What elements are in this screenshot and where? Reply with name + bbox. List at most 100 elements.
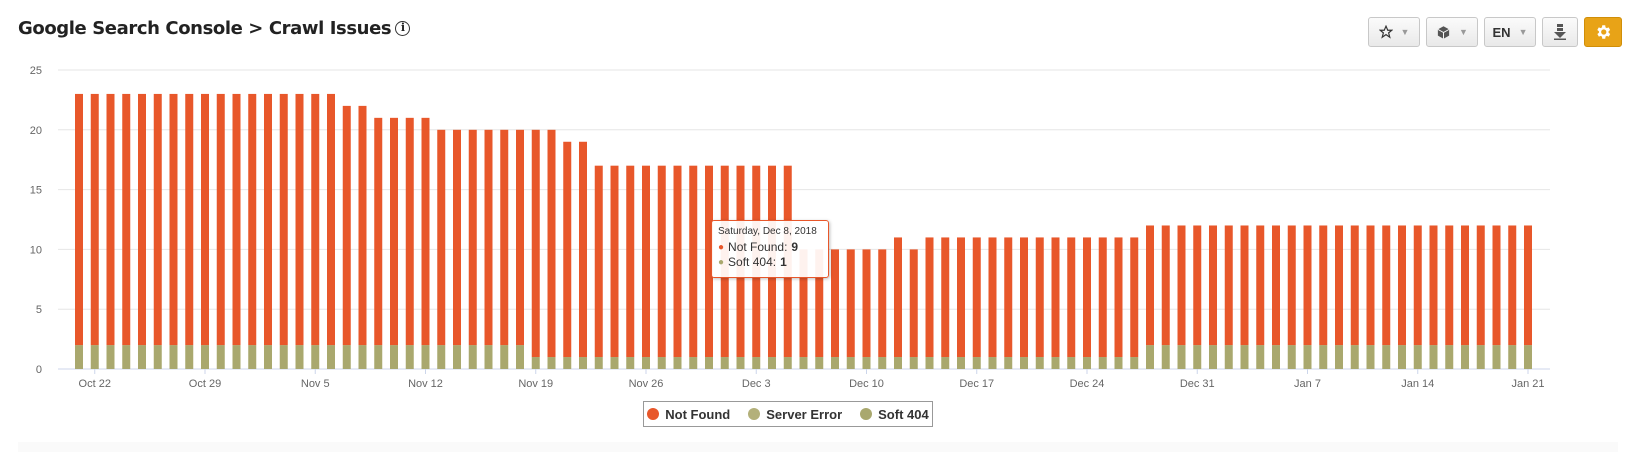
bar-segment-not-found[interactable] (1035, 237, 1044, 358)
bar-segment-soft-404[interactable] (894, 357, 902, 369)
bar-segment-not-found[interactable] (106, 93, 115, 346)
bar-segment-soft-404[interactable] (1272, 345, 1280, 369)
bar-segment-soft-404[interactable] (185, 345, 194, 369)
bar-segment-not-found[interactable] (232, 93, 241, 346)
bar-segment-not-found[interactable] (957, 237, 965, 358)
bar-segment-soft-404[interactable] (1224, 345, 1233, 369)
bar-segment-soft-404[interactable] (1476, 345, 1485, 369)
bar-segment-soft-404[interactable] (1429, 345, 1438, 369)
bar-segment-soft-404[interactable] (1256, 345, 1265, 369)
bar-segment-soft-404[interactable] (768, 357, 776, 369)
bar-segment-not-found[interactable] (1130, 237, 1139, 358)
bar-segment-not-found[interactable] (138, 93, 146, 346)
bar-segment-not-found[interactable] (531, 129, 540, 358)
bar-segment-not-found[interactable] (1051, 237, 1060, 358)
bar-segment-not-found[interactable] (594, 165, 603, 358)
bar-segment-soft-404[interactable] (358, 345, 367, 369)
bar-segment-not-found[interactable] (831, 249, 839, 358)
bar-segment-soft-404[interactable] (925, 357, 934, 369)
bar-segment-not-found[interactable] (248, 93, 257, 346)
bar-segment-soft-404[interactable] (1413, 345, 1422, 369)
bar-segment-soft-404[interactable] (531, 357, 540, 369)
bar-segment-not-found[interactable] (1398, 225, 1406, 346)
legend-item-server-error[interactable]: Server Error (748, 407, 842, 422)
bar-segment-soft-404[interactable] (642, 357, 650, 369)
bar-segment-soft-404[interactable] (216, 345, 225, 369)
bar-segment-not-found[interactable] (201, 93, 209, 346)
bar-segment-not-found[interactable] (799, 249, 808, 358)
bar-segment-soft-404[interactable] (1209, 345, 1217, 369)
bar-segment-soft-404[interactable] (846, 357, 855, 369)
bar-segment-soft-404[interactable] (736, 357, 745, 369)
bar-segment-not-found[interactable] (90, 93, 99, 346)
bar-segment-not-found[interactable] (673, 165, 682, 358)
bar-segment-not-found[interactable] (972, 237, 981, 358)
bar-segment-soft-404[interactable] (1098, 357, 1107, 369)
bar-segment-not-found[interactable] (1098, 237, 1107, 358)
bar-segment-soft-404[interactable] (1366, 345, 1375, 369)
bar-segment-not-found[interactable] (342, 105, 351, 346)
bar-segment-not-found[interactable] (846, 249, 855, 358)
bar-segment-soft-404[interactable] (610, 357, 619, 369)
bar-segment-not-found[interactable] (1193, 225, 1202, 346)
bar-segment-not-found[interactable] (421, 117, 430, 346)
bar-segment-soft-404[interactable] (988, 357, 997, 369)
bar-segment-soft-404[interactable] (831, 357, 839, 369)
bar-segment-not-found[interactable] (1303, 225, 1312, 346)
bar-segment-soft-404[interactable] (862, 357, 871, 369)
bar-segment-not-found[interactable] (1177, 225, 1186, 346)
bar-segment-not-found[interactable] (468, 129, 477, 346)
bar-segment-soft-404[interactable] (437, 345, 446, 369)
bar-segment-not-found[interactable] (925, 237, 934, 358)
bar-segment-soft-404[interactable] (1492, 345, 1501, 369)
favorite-button[interactable]: ▼ (1368, 17, 1420, 47)
legend-item-soft-404[interactable]: Soft 404 (860, 407, 929, 422)
bar-segment-soft-404[interactable] (563, 357, 572, 369)
bar-segment-not-found[interactable] (563, 141, 572, 358)
bar-segment-soft-404[interactable] (972, 357, 981, 369)
bar-segment-not-found[interactable] (153, 93, 162, 346)
bar-segment-soft-404[interactable] (1130, 357, 1139, 369)
bar-segment-soft-404[interactable] (327, 345, 335, 369)
bar-segment-not-found[interactable] (1272, 225, 1280, 346)
bar-segment-not-found[interactable] (390, 117, 398, 346)
bar-segment-soft-404[interactable] (106, 345, 115, 369)
bar-segment-soft-404[interactable] (1035, 357, 1044, 369)
bar-segment-soft-404[interactable] (1193, 345, 1202, 369)
bar-segment-soft-404[interactable] (1020, 357, 1028, 369)
bar-segment-soft-404[interactable] (468, 345, 477, 369)
bar-segment-soft-404[interactable] (752, 357, 761, 369)
bar-segment-soft-404[interactable] (1083, 357, 1091, 369)
bar-segment-not-found[interactable] (374, 117, 383, 346)
bar-segment-not-found[interactable] (358, 105, 367, 346)
bar-segment-soft-404[interactable] (1004, 357, 1013, 369)
bar-segment-not-found[interactable] (1256, 225, 1265, 346)
bar-segment-not-found[interactable] (626, 165, 635, 358)
bar-segment-not-found[interactable] (1445, 225, 1454, 346)
bar-segment-soft-404[interactable] (815, 357, 824, 369)
bar-segment-soft-404[interactable] (405, 345, 414, 369)
language-select[interactable]: EN ▼ (1484, 17, 1536, 47)
bar-segment-soft-404[interactable] (342, 345, 351, 369)
bar-segment-not-found[interactable] (547, 129, 556, 358)
bar-segment-not-found[interactable] (122, 93, 131, 346)
settings-button[interactable] (1584, 17, 1622, 47)
bar-segment-soft-404[interactable] (1177, 345, 1186, 369)
bar-segment-soft-404[interactable] (657, 357, 666, 369)
bar-segment-soft-404[interactable] (594, 357, 603, 369)
bar-segment-soft-404[interactable] (500, 345, 509, 369)
bar-segment-soft-404[interactable] (720, 357, 729, 369)
bar-segment-soft-404[interactable] (579, 357, 587, 369)
bar-segment-soft-404[interactable] (390, 345, 398, 369)
bar-segment-soft-404[interactable] (1303, 345, 1312, 369)
bar-segment-soft-404[interactable] (248, 345, 257, 369)
bar-segment-soft-404[interactable] (1319, 345, 1328, 369)
bar-segment-soft-404[interactable] (941, 357, 950, 369)
bar-segment-not-found[interactable] (1287, 225, 1296, 346)
bar-segment-not-found[interactable] (185, 93, 194, 346)
bar-segment-not-found[interactable] (988, 237, 997, 358)
bar-segment-soft-404[interactable] (878, 357, 887, 369)
bar-segment-soft-404[interactable] (1524, 345, 1532, 369)
bar-segment-soft-404[interactable] (1508, 345, 1517, 369)
bar-segment-soft-404[interactable] (783, 357, 792, 369)
